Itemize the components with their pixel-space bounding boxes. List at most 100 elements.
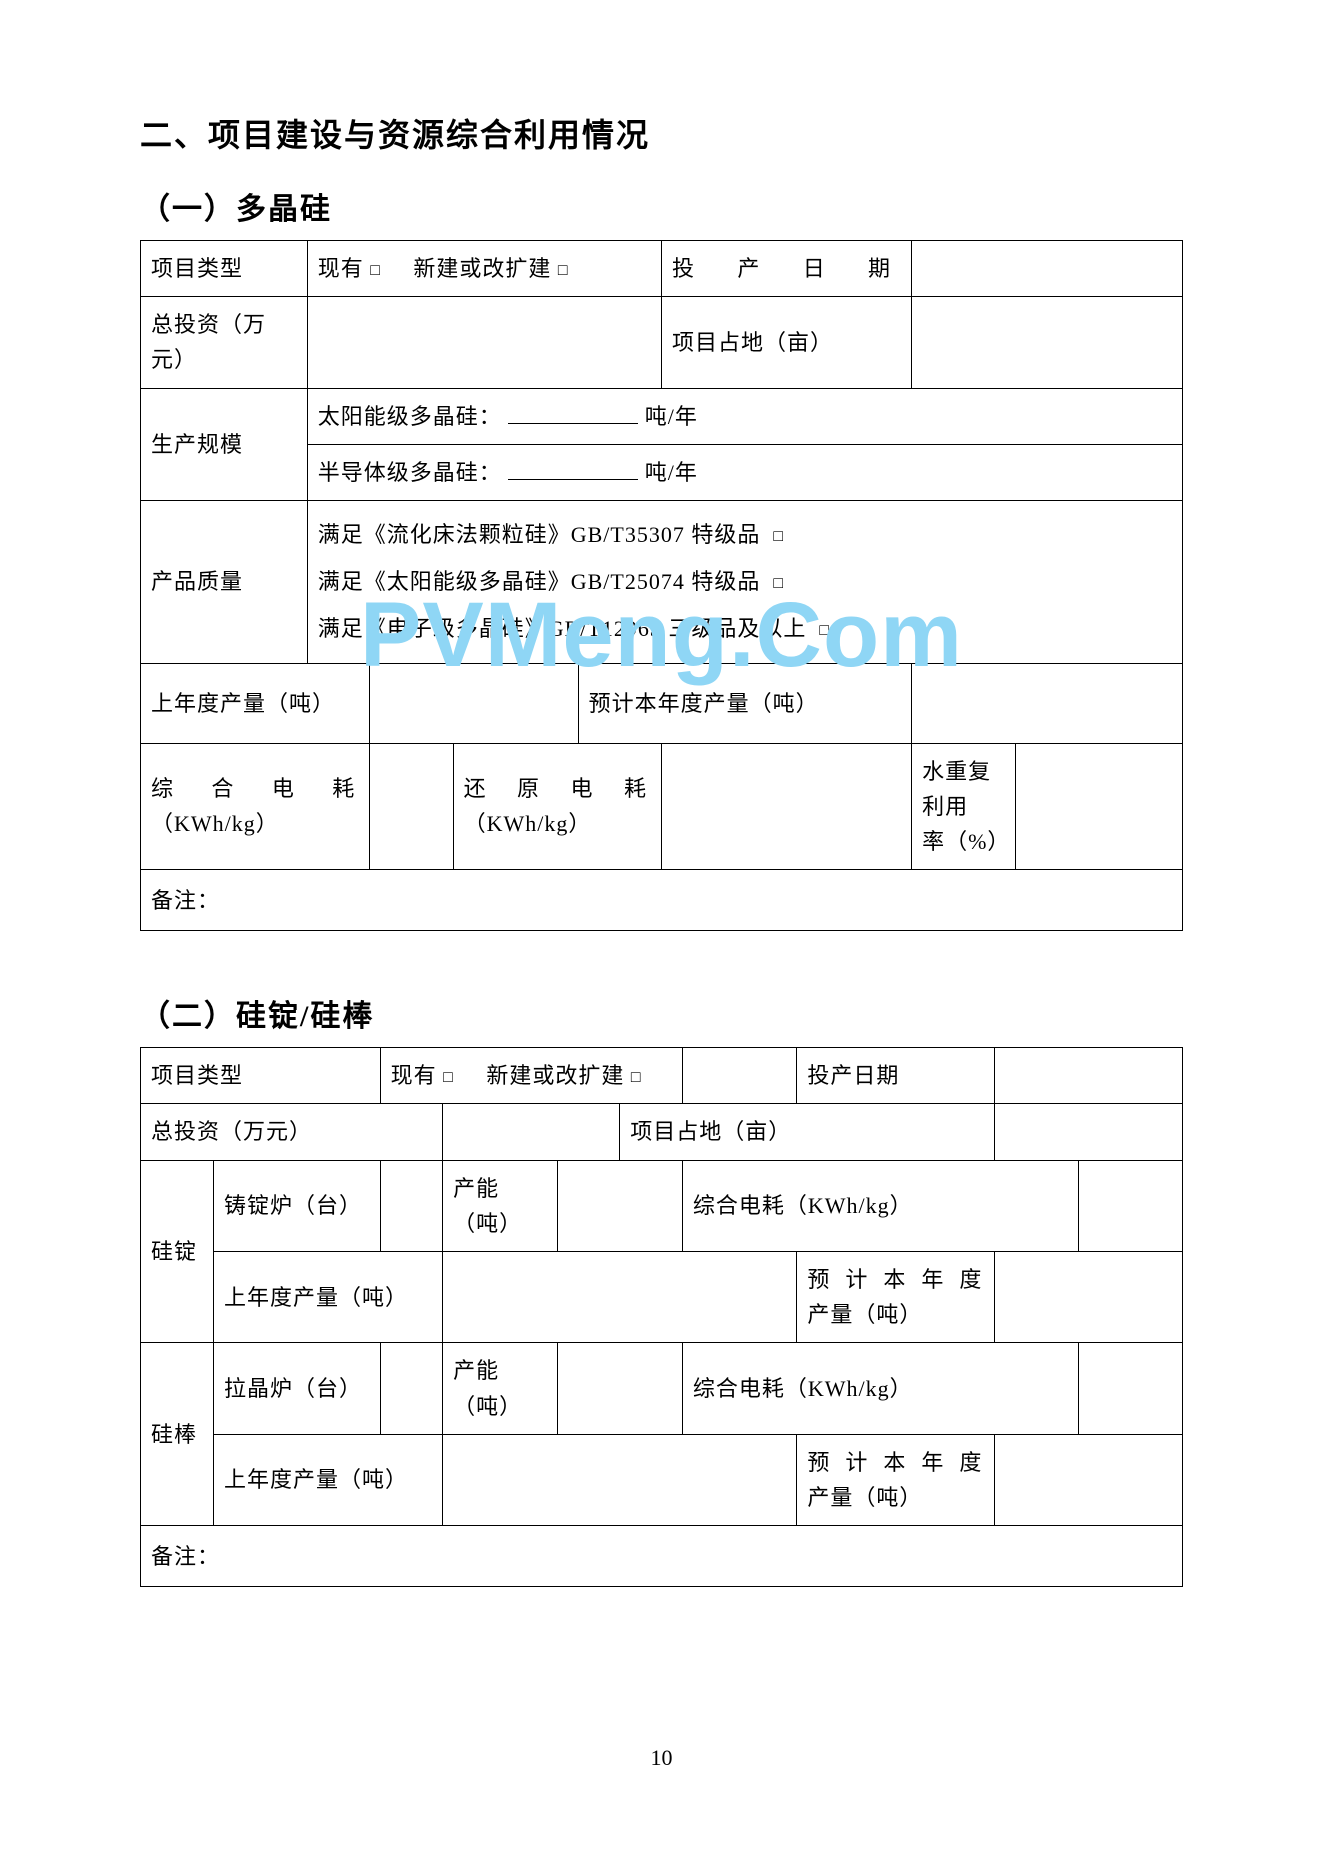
cell-elec-reduce-label: 还 原 电 耗 （KWh/kg） (453, 743, 661, 870)
main-heading: 二、项目建设与资源综合利用情况 (140, 110, 1183, 156)
quality-line: 满足《流化床法颗粒硅》GB/T35307 特级品 (318, 522, 761, 547)
table-row: 项目类型 现有 □ 新建或改扩建 □ 投产日期 (141, 241, 1183, 297)
cell-prod-date-label: 投产日期 (797, 1048, 995, 1104)
cell-lastyear-label: 上年度产量（吨） (213, 1252, 442, 1343)
cell-investment-label: 总投资（万元） (141, 297, 308, 388)
cell-notes[interactable]: 备注： (141, 1526, 1183, 1587)
section-1-heading: （一）多晶硅 (140, 184, 1183, 228)
cell-prod-date-value[interactable] (995, 1048, 1183, 1104)
cell-furnace-cast: 铸锭炉（台） (213, 1160, 380, 1251)
cell-scale-semi: 半导体级多晶硅： 吨/年 (307, 444, 1182, 500)
cell-estyear-label: 预计本年度产量（吨） (578, 663, 911, 743)
checkbox-icon[interactable]: □ (819, 618, 830, 644)
l2: 产量（吨） (807, 1302, 922, 1327)
l1: 还 原 电 耗 (464, 776, 647, 801)
checkbox-icon[interactable]: □ (443, 1065, 454, 1091)
cell-investment-value[interactable] (307, 297, 661, 388)
page-number: 10 (0, 1745, 1323, 1771)
cell-lastyear-label: 上年度产量（吨） (141, 663, 370, 743)
cell-blank (682, 1048, 797, 1104)
checkbox-icon[interactable]: □ (558, 258, 569, 284)
l2: 率（%） (922, 829, 1010, 854)
checkbox-icon[interactable]: □ (370, 258, 381, 284)
table-row: 备注： (141, 1526, 1183, 1587)
cell-rod-label: 硅棒 (141, 1343, 214, 1526)
cell-investment-value[interactable] (443, 1104, 620, 1160)
cell-quality-options: 满足《流化床法颗粒硅》GB/T35307 特级品 □ 满足《太阳能级多晶硅》GB… (307, 500, 1182, 663)
blank-field[interactable] (508, 457, 638, 480)
cell-prod-date-label: 投产日期 (661, 241, 911, 297)
cell-elec-total-value[interactable] (370, 743, 453, 870)
cell-estyear-label: 预计本年度 产量（吨） (797, 1434, 995, 1525)
quality-line: 满足《电子级多晶硅》GB/T12963 三级品及以上 (318, 616, 807, 641)
table-row: 总投资（万元） 项目占地（亩） (141, 1104, 1183, 1160)
cell-quality-label: 产品质量 (141, 500, 308, 663)
cell-value[interactable] (557, 1343, 682, 1434)
cell-ingot-label: 硅锭 (141, 1160, 214, 1343)
cell-capacity-label: 产能（吨） (443, 1343, 558, 1434)
section-2-heading: （二）硅锭/硅棒 (140, 991, 1183, 1035)
table-row: 生产规模 太阳能级多晶硅： 吨/年 (141, 388, 1183, 444)
cell-scale-solar: 太阳能级多晶硅： 吨/年 (307, 388, 1182, 444)
cell-land-label: 项目占地（亩） (661, 297, 911, 388)
cell-lastyear-value[interactable] (370, 663, 578, 743)
cell-estyear-label: 预计本年度 产量（吨） (797, 1252, 995, 1343)
table-ingot-rod: 项目类型 现有 □ 新建或改扩建 □ 投产日期 总投资（万元） 项目占地（亩） (140, 1047, 1183, 1587)
label: 半导体级多晶硅： (318, 460, 502, 485)
l1: 预计本年度 (807, 1267, 982, 1292)
cell-investment-label: 总投资（万元） (141, 1104, 443, 1160)
opt-new: 新建或改扩建 (486, 1063, 624, 1088)
cell-value[interactable] (995, 1252, 1183, 1343)
cell-project-type-label: 项目类型 (141, 1048, 381, 1104)
cell-value[interactable] (557, 1160, 682, 1251)
blank-field[interactable] (508, 401, 638, 424)
quality-line: 满足《太阳能级多晶硅》GB/T25074 特级品 (318, 569, 761, 594)
cell-notes[interactable]: 备注： (141, 870, 1183, 931)
table-row: 综 合 电 耗 （KWh/kg） 还 原 电 耗 （KWh/kg） 水重复利用 … (141, 743, 1183, 870)
cell-estyear-value[interactable] (912, 663, 1183, 743)
l2: （KWh/kg） (151, 811, 279, 836)
cell-value[interactable] (995, 1434, 1183, 1525)
checkbox-icon[interactable]: □ (773, 571, 784, 597)
cell-land-value[interactable] (995, 1104, 1183, 1160)
opt-existing: 现有 (391, 1063, 437, 1088)
cell-scale-label: 生产规模 (141, 388, 308, 500)
opt-new: 新建或改扩建 (413, 256, 551, 281)
table-row: 上年度产量（吨） 预计本年度 产量（吨） (141, 1252, 1183, 1343)
cell-project-type-options: 现有 □ 新建或改扩建 □ (380, 1048, 682, 1104)
cell-value[interactable] (1078, 1343, 1182, 1434)
cell-value[interactable] (380, 1343, 443, 1434)
table-row: 产品质量 满足《流化床法颗粒硅》GB/T35307 特级品 □ 满足《太阳能级多… (141, 500, 1183, 663)
cell-land-label: 项目占地（亩） (620, 1104, 995, 1160)
table-row: 备注： (141, 870, 1183, 931)
cell-value[interactable] (1078, 1160, 1182, 1251)
cell-value[interactable] (380, 1160, 443, 1251)
cell-project-type-label: 项目类型 (141, 241, 308, 297)
cell-project-type-options: 现有 □ 新建或改扩建 □ (307, 241, 661, 297)
cell-elec-reduce-value[interactable] (661, 743, 911, 870)
l1: 综 合 电 耗 (151, 776, 355, 801)
unit: 吨/年 (645, 460, 698, 485)
table-row: 上年度产量（吨） 预计本年度产量（吨） (141, 663, 1183, 743)
checkbox-icon[interactable]: □ (773, 524, 784, 550)
cell-water-label: 水重复利用 率（%） (912, 743, 1016, 870)
unit: 吨/年 (645, 404, 698, 429)
table-row: 硅锭 铸锭炉（台） 产能（吨） 综合电耗（KWh/kg） (141, 1160, 1183, 1251)
opt-existing: 现有 (318, 256, 364, 281)
label: 太阳能级多晶硅： (318, 404, 502, 429)
cell-lastyear-label: 上年度产量（吨） (213, 1434, 442, 1525)
cell-value[interactable] (443, 1252, 797, 1343)
l2: 产量（吨） (807, 1485, 922, 1510)
cell-elec-total-label: 综 合 电 耗 （KWh/kg） (141, 743, 370, 870)
cell-land-value[interactable] (912, 297, 1183, 388)
l1: 预计本年度 (807, 1450, 982, 1475)
cell-water-value[interactable] (1016, 743, 1183, 870)
cell-furnace-pull: 拉晶炉（台） (213, 1343, 380, 1434)
cell-value[interactable] (443, 1434, 797, 1525)
table-polysilicon: 项目类型 现有 □ 新建或改扩建 □ 投产日期 总投资（万元） 项目占地（亩） (140, 240, 1183, 931)
l2: （KWh/kg） (464, 811, 592, 836)
cell-prod-date-value[interactable] (912, 241, 1183, 297)
table-row: 硅棒 拉晶炉（台） 产能（吨） 综合电耗（KWh/kg） (141, 1343, 1183, 1434)
checkbox-icon[interactable]: □ (631, 1065, 642, 1091)
table-row: 上年度产量（吨） 预计本年度 产量（吨） (141, 1434, 1183, 1525)
